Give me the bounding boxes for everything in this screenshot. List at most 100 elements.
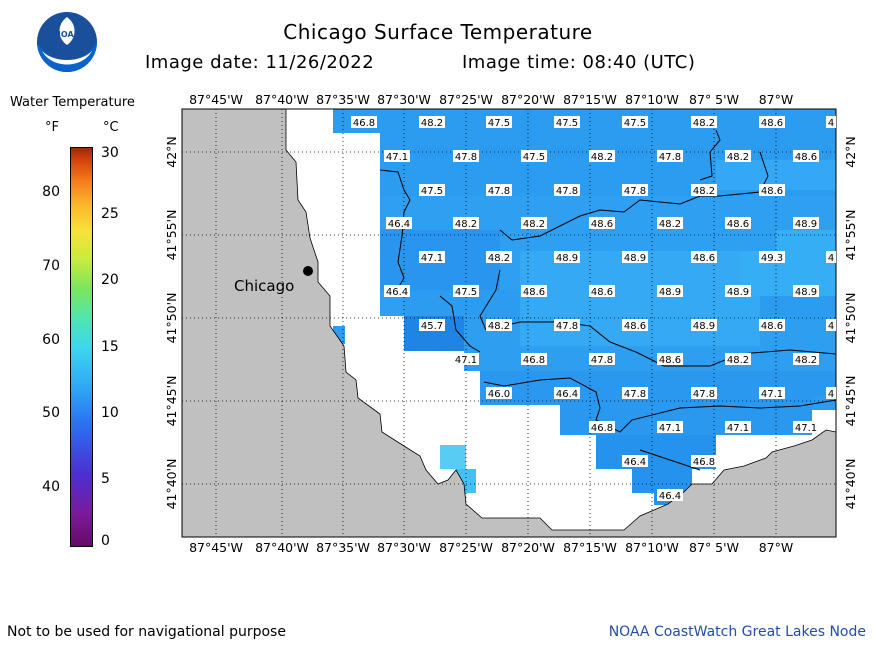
temperature-label-box [554, 251, 580, 263]
temperature-value: 47.1 [659, 423, 681, 434]
lon-label-bottom: 87°W [759, 540, 794, 555]
temperature-value: 48.9 [693, 321, 715, 332]
temperature-value: 48.9 [556, 253, 578, 264]
f-tick-80: 80 [42, 184, 60, 200]
temperature-label-box [521, 353, 547, 365]
temperature-value: 48.2 [523, 219, 545, 230]
temperature-value: 46.4 [386, 287, 408, 298]
lon-label-bottom: 87°25'W [439, 540, 493, 555]
temperature-value: 47.5 [488, 118, 510, 129]
temperature-value: 47.8 [624, 186, 646, 197]
temperature-label-box [419, 319, 445, 331]
temperature-label-box [793, 150, 819, 162]
temperature-value: 48.2 [727, 355, 749, 366]
c-tick-5: 5 [101, 471, 110, 487]
temperature-value: 46.4 [659, 491, 681, 502]
lon-label-top: 87°40'W [255, 92, 309, 107]
temperature-label-box [622, 184, 648, 196]
temperature-label-box [554, 319, 580, 331]
lon-label-top: 87° 5'W [689, 92, 739, 107]
temperature-label-box [657, 489, 683, 501]
lon-label-top: 87°20'W [501, 92, 555, 107]
temperature-label-box [793, 353, 819, 365]
lon-label-top: 87°25'W [439, 92, 493, 107]
temperature-label-box [486, 387, 512, 399]
f-tick-50: 50 [42, 405, 60, 421]
temperature-value: 48.2 [591, 152, 613, 163]
c-tick-10: 10 [101, 405, 119, 421]
temperature-value: 47.5 [556, 118, 578, 129]
temperature-value: 48.2 [693, 118, 715, 129]
temperature-label-box [725, 150, 751, 162]
temperature-label-box [725, 353, 751, 365]
temperature-label-box [419, 251, 445, 263]
lat-label-right: 42°N [843, 136, 858, 168]
c-tick-25: 25 [101, 206, 119, 222]
temperature-label-box [759, 251, 785, 263]
temperature-colorbar [70, 147, 93, 547]
temperature-label-box [622, 116, 648, 128]
temperature-value: 48.2 [455, 219, 477, 230]
temperature-label-box [622, 251, 648, 263]
temperature-value: 47.1 [386, 152, 408, 163]
temperature-label-box [453, 353, 479, 365]
temperature-value: 48.9 [624, 253, 646, 264]
temperature-label-box [691, 116, 717, 128]
temperature-value: 4 [828, 389, 834, 400]
temperature-value: 49.3 [761, 253, 783, 264]
temperature-label-box [725, 285, 751, 297]
temperature-label-box [486, 319, 512, 331]
noaa-logo: NOAA [36, 11, 98, 73]
temperature-label-box [384, 285, 410, 297]
temperature-label-box [691, 319, 717, 331]
lon-label-bottom: 87°20'W [501, 540, 555, 555]
temperature-label-box [521, 150, 547, 162]
temperature-label-box [554, 116, 580, 128]
temperature-label-box [419, 184, 445, 196]
lon-label-bottom: 87°40'W [255, 540, 309, 555]
temperature-value: 48.2 [488, 253, 510, 264]
temperature-value: 46.8 [693, 457, 715, 468]
c-tick-0: 0 [101, 533, 110, 549]
temperature-label-box [759, 387, 785, 399]
temperature-label-box [386, 217, 412, 229]
temperature-value: 48.9 [727, 287, 749, 298]
temperature-value: 47.1 [455, 355, 477, 366]
temperature-value: 47.5 [455, 287, 477, 298]
noaa-logo-text: NOAA [54, 30, 80, 39]
temperature-value: 48.9 [795, 219, 817, 230]
lon-label-bottom: 87° 5'W [689, 540, 739, 555]
temperature-labels: 46.8 48.2 47.5 47.5 47.5 48.2 48.6 4 47.1 47.8 47.… [351, 116, 836, 502]
f-tick-70: 70 [42, 258, 60, 274]
temperature-value: 48.6 [523, 287, 545, 298]
unit-celsius: °C [103, 120, 119, 135]
temperature-label-box [554, 387, 580, 399]
temperature-value: 46.8 [523, 355, 545, 366]
temperature-value: 46.0 [488, 389, 510, 400]
temperature-value: 48.6 [693, 253, 715, 264]
temperature-label-box [826, 387, 836, 399]
temperature-value: 47.1 [421, 253, 443, 264]
coastwatch-credit: NOAA CoastWatch Great Lakes Node [608, 624, 866, 640]
temperature-value: 48.6 [761, 118, 783, 129]
temperature-label-box [793, 285, 819, 297]
image-time: Image time: 08:40 (UTC) [462, 52, 696, 73]
temperature-label-box [657, 421, 683, 433]
temperature-value: 48.9 [659, 287, 681, 298]
temperature-value: 48.6 [761, 321, 783, 332]
temperature-value: 48.6 [624, 321, 646, 332]
latitude-labels-right: 42°N 41°55'N 41°50'N 41°45'N 41°40'N [843, 136, 858, 509]
temperature-label-box [793, 217, 819, 229]
lon-label-bottom: 87°15'W [563, 540, 617, 555]
navigation-disclaimer: Not to be used for navigational purpose [7, 624, 286, 640]
lon-label-bottom: 87°35'W [316, 540, 370, 555]
lat-label-left: 41°50'N [164, 293, 179, 344]
chicago-marker [303, 266, 313, 276]
c-tick-30: 30 [101, 145, 119, 161]
temperature-label-box [589, 353, 615, 365]
temperature-label-box [351, 116, 377, 128]
f-tick-40: 40 [42, 479, 60, 495]
temperature-label-box [589, 285, 615, 297]
temperature-value: 47.1 [727, 423, 749, 434]
